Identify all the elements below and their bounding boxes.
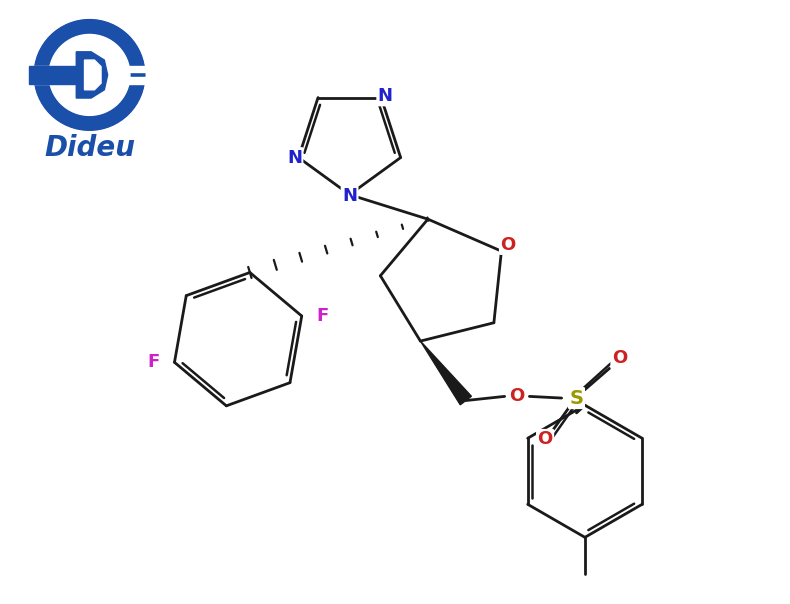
Circle shape (49, 34, 130, 115)
Text: S: S (570, 388, 584, 408)
Circle shape (34, 19, 145, 130)
Text: N: N (378, 87, 393, 105)
Polygon shape (77, 52, 107, 98)
Polygon shape (29, 77, 150, 84)
Polygon shape (420, 341, 472, 405)
Text: N: N (287, 149, 302, 167)
Text: O: O (500, 236, 516, 254)
Text: F: F (148, 353, 160, 371)
Text: Dideu: Dideu (44, 133, 135, 162)
Polygon shape (29, 66, 89, 84)
Text: N: N (342, 187, 357, 205)
Polygon shape (85, 60, 101, 90)
Text: O: O (537, 430, 553, 448)
Text: O: O (611, 350, 627, 367)
Text: F: F (316, 307, 329, 325)
Polygon shape (29, 66, 150, 72)
Text: O: O (510, 387, 525, 405)
